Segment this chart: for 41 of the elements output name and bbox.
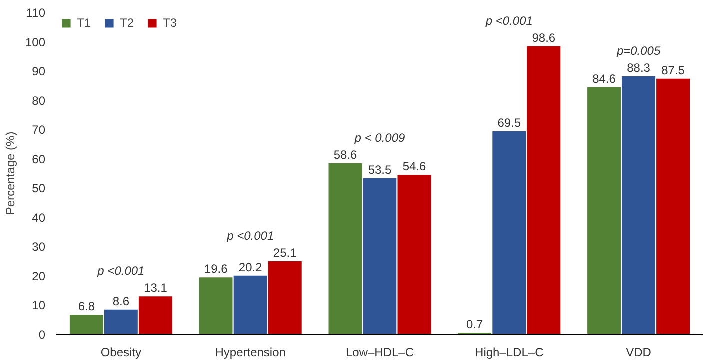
y-tick-label: 70 [32, 123, 46, 138]
y-tick-label: 50 [32, 182, 46, 196]
x-tick-label: High–LDL–C [475, 346, 544, 360]
y-tick-label: 30 [32, 240, 46, 254]
data-label: 69.5 [498, 116, 522, 130]
data-label: 20.2 [238, 260, 263, 274]
y-axis-title: Percentage (%) [3, 132, 18, 216]
data-label: 0.7 [466, 317, 484, 332]
y-tick-label: 60 [32, 152, 46, 166]
x-tick-label: Obesity [100, 346, 142, 360]
annotation: p <0.001 [96, 264, 145, 278]
y-tick-label: 40 [32, 210, 46, 225]
y-tick-label: 100 [25, 35, 46, 50]
legend-label: T2 [120, 16, 136, 30]
annotation: p < 0.009 [354, 130, 406, 145]
annotation: p <0.001 [226, 229, 274, 244]
x-tick-label: VDD [626, 346, 652, 360]
y-tick-label: 110 [26, 6, 46, 20]
data-label: 58.6 [334, 148, 358, 162]
data-label: 25.1 [273, 246, 298, 260]
data-label: 88.3 [627, 61, 651, 76]
y-tick-label: 90 [32, 64, 46, 79]
y-tick-label: 0 [38, 328, 46, 342]
y-tick-label: 20 [32, 269, 46, 284]
data-label: 84.6 [592, 72, 616, 86]
y-tick-label: 10 [32, 298, 46, 313]
y-tick-label: 80 [32, 94, 46, 108]
data-label: 98.6 [532, 30, 556, 45]
data-label: 8.6 [112, 294, 130, 308]
legend-label: T3 [163, 16, 178, 30]
data-label: 6.8 [78, 300, 96, 314]
legend-label: T1 [77, 16, 92, 30]
annotation: p <0.001 [484, 14, 533, 28]
data-label: 87.5 [662, 63, 686, 78]
x-tick-label: Low–HDL–C [346, 346, 414, 360]
data-label: 13.1 [144, 281, 168, 296]
data-label: 19.6 [204, 262, 228, 276]
data-label: 53.5 [368, 162, 392, 177]
x-tick-label: Hypertension [215, 346, 286, 360]
data-label: 54.6 [402, 160, 427, 174]
annotation: p=0.005 [616, 44, 661, 58]
